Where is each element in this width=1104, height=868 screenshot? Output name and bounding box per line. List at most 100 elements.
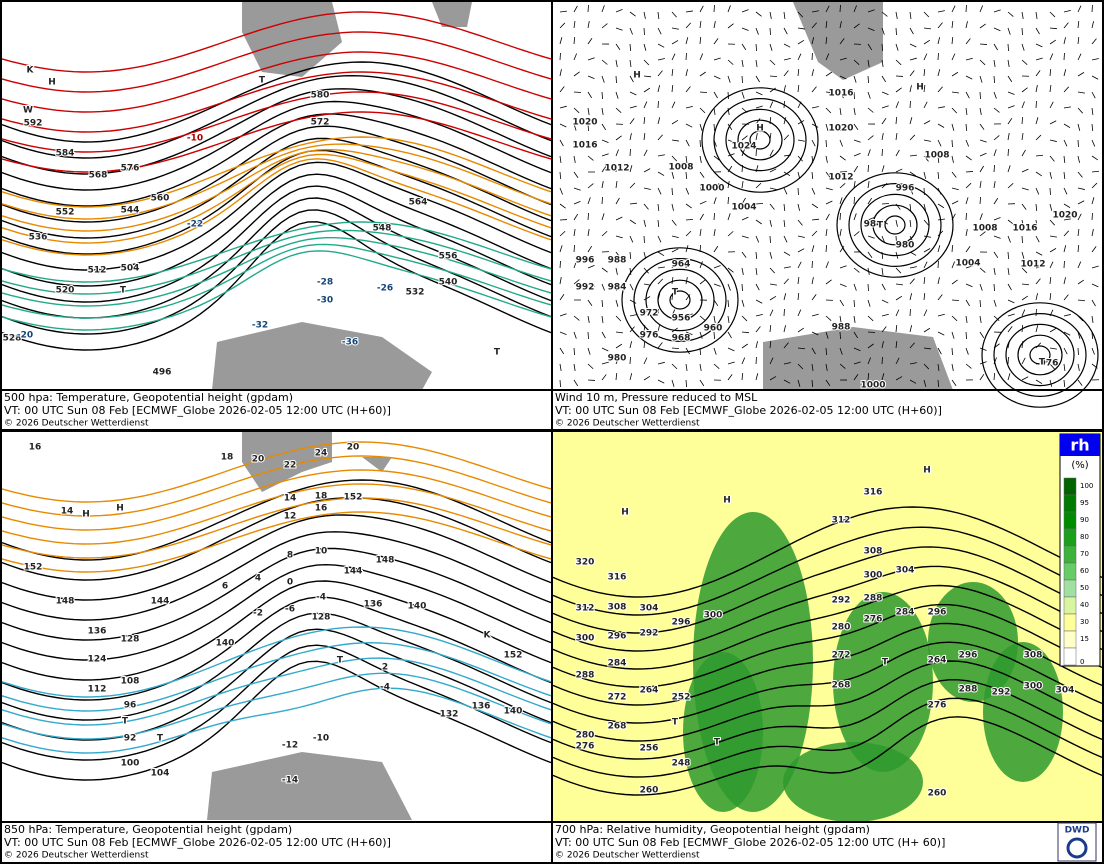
- contour-label: 564: [409, 198, 428, 208]
- contour-label: 552: [56, 208, 75, 218]
- contour-label: 272: [608, 693, 627, 703]
- contour-label: 124: [88, 655, 107, 665]
- contour-label: 296: [928, 608, 947, 618]
- contour-label: 1012: [604, 164, 629, 174]
- contour-label: 1016: [1012, 224, 1037, 234]
- wind-barb: [602, 197, 603, 204]
- contour-label: 520: [56, 286, 75, 296]
- wind-barb: [714, 5, 715, 12]
- contour-label: H: [48, 78, 56, 88]
- contour-label: -28: [317, 278, 333, 288]
- contour-label: T: [337, 656, 344, 666]
- caption-copyright: © 2026 Deutscher Wetterdienst: [4, 419, 149, 429]
- wind-barb: [952, 348, 953, 355]
- contour-label: 144: [344, 567, 363, 577]
- contour-label: -4: [316, 593, 326, 603]
- wind-barb: [644, 28, 645, 35]
- contour-label: 136: [472, 702, 491, 712]
- contour-label: K: [484, 631, 492, 641]
- wind-barb: [588, 5, 589, 12]
- legend-swatch: [1064, 495, 1076, 512]
- contour-label: H: [756, 124, 764, 134]
- contour-label: 6: [222, 582, 228, 592]
- legend-tick-label: 80: [1080, 533, 1089, 541]
- legend-swatch: [1064, 614, 1076, 631]
- contour-label: 18: [315, 492, 328, 502]
- legend-swatch: [1064, 546, 1076, 563]
- humidity-area: [983, 642, 1063, 782]
- contour-label: 560: [151, 194, 170, 204]
- contour-label: -36: [342, 338, 358, 348]
- contour-label: 568: [89, 171, 108, 181]
- caption-valid-time: VT: 00 UTC Sun 08 Feb [ECMWF_Globe 2026-…: [555, 836, 945, 849]
- contour-label: T: [120, 286, 127, 296]
- contour-label: H: [633, 71, 641, 81]
- wind-barb: [826, 348, 827, 355]
- contour-label: 136: [364, 600, 383, 610]
- wind-barb: [980, 44, 987, 45]
- legend-tick-label: 60: [1080, 567, 1089, 575]
- contour-label: 140: [408, 602, 427, 612]
- legend-swatch: [1064, 597, 1076, 614]
- wind-barb: [1036, 101, 1037, 108]
- legend-swatch: [1064, 580, 1076, 597]
- wind-barb: [812, 261, 813, 268]
- legend-tick-label: 95: [1080, 499, 1089, 507]
- wind-barb: [952, 140, 953, 147]
- contour-label: 1020: [572, 118, 597, 128]
- wind-barb: [980, 300, 981, 307]
- humidity-area: [783, 742, 923, 822]
- contour-label: 18: [221, 453, 234, 463]
- wind-barb: [742, 284, 743, 291]
- contour-label: 272: [832, 651, 851, 661]
- contour-label: T: [877, 221, 884, 231]
- wind-barb: [980, 92, 981, 99]
- contour-label: T: [882, 658, 889, 668]
- contour-label: 504: [121, 264, 140, 274]
- contour-label: 592: [24, 119, 43, 129]
- legend-tick-label: 15: [1080, 635, 1089, 643]
- contour-label: 20: [347, 443, 360, 453]
- contour-label: H: [116, 504, 124, 514]
- wind-barb: [742, 76, 743, 83]
- contour-label: 2: [382, 663, 388, 673]
- contour-label: H: [621, 508, 629, 518]
- wind-barb: [728, 92, 729, 99]
- contour-label: 14: [61, 507, 74, 517]
- contour-label: 152: [24, 563, 43, 573]
- caption-copyright: © 2026 Deutscher Wetterdienst: [555, 419, 700, 429]
- contour-label: 496: [153, 368, 172, 378]
- contour-label: 128: [121, 635, 140, 645]
- contour-label: 1020: [1052, 211, 1077, 221]
- caption-copyright: © 2026 Deutscher Wetterdienst: [4, 851, 149, 861]
- contour-label: 152: [504, 651, 523, 661]
- contour-label: H: [916, 83, 924, 93]
- legend-unit: (%): [1071, 460, 1088, 471]
- contour-label: 300: [704, 611, 723, 621]
- contour-label: 1012: [1020, 260, 1045, 270]
- contour-label: 1004: [731, 203, 756, 213]
- legend-tick-label: 100: [1080, 482, 1093, 490]
- legend-swatch: [1064, 512, 1076, 529]
- contour-label: 96: [124, 701, 137, 711]
- contour-label: 280: [576, 731, 595, 741]
- contour-label: 548: [373, 224, 392, 234]
- contour-label: 580: [311, 91, 330, 101]
- legend-tick-label: 70: [1080, 550, 1089, 558]
- contour-label: 140: [216, 639, 235, 649]
- contour-label: K: [27, 66, 35, 76]
- contour-label: 300: [864, 571, 883, 581]
- contour-label: 992: [576, 283, 595, 293]
- wind-barb: [868, 284, 869, 291]
- wind-barb: [966, 213, 967, 220]
- logo-text: DWD: [1065, 826, 1090, 836]
- contour-label: -10: [187, 134, 203, 144]
- legend-tick-label: 90: [1080, 516, 1089, 524]
- contour-label: 296: [959, 651, 978, 661]
- contour-label: 320: [576, 558, 595, 568]
- contour-label: 20: [252, 455, 265, 465]
- contour-label: 276: [864, 615, 883, 625]
- contour-label: 1004: [955, 259, 980, 269]
